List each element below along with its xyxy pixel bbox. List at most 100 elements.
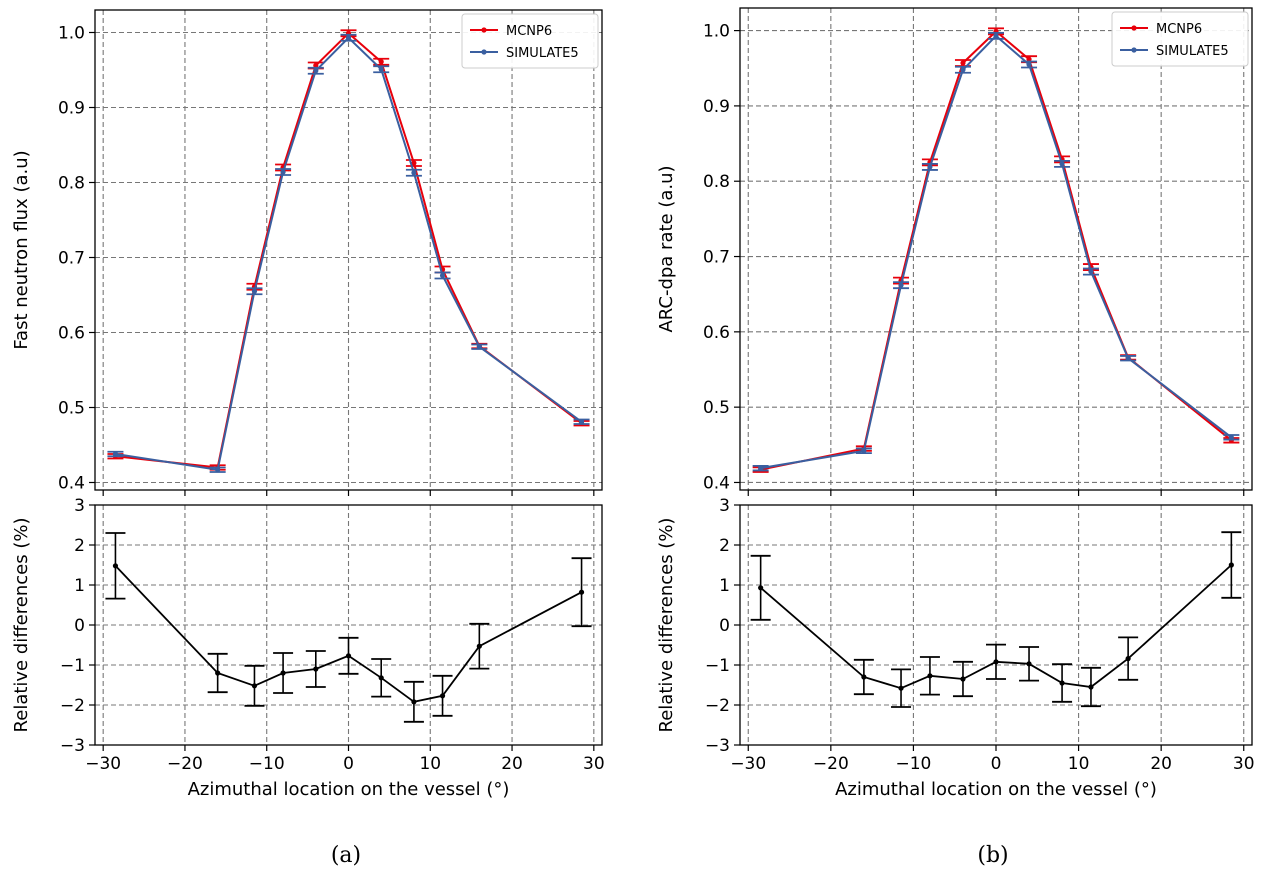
data-point [112,451,119,457]
x-axis-label: Azimuthal location on the vessel (°) [835,779,1157,800]
data-point [112,563,119,569]
data-point [439,693,446,699]
legend-label: MCNP6 [1156,22,1202,37]
legend: MCNP6 SIMULATE5 [1111,11,1249,67]
y-axis-label: ARC-dpa rate (a.u) [656,165,677,332]
y-tick-label: −3 [705,736,730,756]
x-tick-label: 30 [583,754,605,774]
chart-a-top: 0.4 0.5 0.6 0.7 0.8 0.9 1.0 Fast neutron flux (… [11,9,603,496]
data-point [960,676,966,682]
legend-label: SIMULATE5 [1156,44,1229,59]
x-tick-label: −10 [249,754,285,774]
legend-swatch-marker [481,27,487,33]
data-point [313,666,319,672]
y-tick-label: −1 [60,656,85,676]
legend-box [1111,11,1249,67]
data-point [476,344,482,350]
data-point [280,670,286,676]
y-tick-label: 0.6 [58,324,85,344]
legend-label: MCNP6 [506,24,552,39]
y-tick-label: 0.6 [703,323,730,343]
y-tick-label: 0 [74,616,85,636]
data-point [251,288,258,294]
y-axis-label: Relative differences (%) [11,518,32,733]
data-point [378,675,384,681]
y-axis-label: Fast neutron flux (a.u) [11,150,32,349]
data-point [960,60,966,66]
legend-label: SIMULATE5 [506,46,579,61]
data-point [578,589,585,595]
x-tick-label: 10 [419,754,441,774]
data-point [411,699,417,705]
x-tick-label: −20 [813,754,849,774]
data-point [861,674,867,680]
y-tick-label: 0.9 [703,97,730,117]
x-tick-label: −10 [895,754,931,774]
x-tick-label: 30 [1233,754,1255,774]
y-tick-label: −2 [705,696,730,716]
y-tick-label: 3 [719,496,730,516]
chart-b-top: 0.4 0.5 0.6 0.7 0.8 0.9 1.0 ARC-dpa rate (a.u) M… [656,7,1253,496]
panel-caption-a: (a) [331,843,361,868]
data-point [378,59,384,65]
legend-swatch-marker [481,49,487,55]
legend-box [461,13,599,69]
data-point [1088,684,1094,690]
data-point [439,272,446,279]
data-point [411,160,417,166]
x-tick-label: 20 [501,754,523,774]
y-tick-label: 0.4 [703,473,730,493]
y-tick-label: −2 [60,696,85,716]
data-point [1059,680,1065,686]
y-tick-label: 0.7 [58,249,85,269]
panel-caption-b: (b) [977,843,1008,868]
y-tick-label: 1.0 [58,24,85,44]
data-point [313,62,319,69]
data-point [927,164,933,170]
data-point [345,35,352,41]
data-point [345,653,352,659]
y-tick-label: 0.7 [703,248,730,268]
data-point [898,685,904,691]
data-point [993,659,999,665]
series-relative-difference [105,532,592,723]
y-tick-label: 0.8 [58,174,85,194]
data-point [1059,161,1065,167]
y-tick-label: 0.4 [58,474,85,494]
data-point [927,673,933,679]
data-point [758,585,764,591]
legend-swatch-marker [1131,25,1137,31]
y-tick-label: 0.5 [58,399,85,419]
data-point [1125,355,1131,361]
data-point [1026,56,1032,62]
series-simulate5 [752,31,1240,472]
x-tick-label: 0 [991,754,1002,774]
y-tick-label: 0.9 [58,99,85,119]
data-point [476,643,482,649]
data-point [758,465,764,471]
data-point [578,419,585,425]
data-point [960,67,966,73]
x-tick-label: 20 [1150,754,1172,774]
data-point [1088,268,1094,275]
y-tick-label: −3 [60,736,85,756]
x-tick-label: −30 [85,754,121,774]
data-point [251,683,258,689]
series-simulate5 [107,33,590,473]
legend-swatch-marker [1131,47,1137,53]
y-tick-label: −1 [705,656,730,676]
data-point [313,68,319,74]
data-point [1228,434,1234,440]
data-point [280,169,286,175]
y-tick-label: 0.5 [703,398,730,418]
series-relative-difference [750,531,1242,708]
y-tick-label: 2 [719,536,730,556]
y-tick-label: 3 [74,496,85,516]
x-axis-label: Azimuthal location on the vessel (°) [188,779,510,800]
y-tick-label: 0.8 [703,172,730,192]
legend: MCNP6 SIMULATE5 [461,13,599,69]
data-point [898,282,904,288]
data-point [1026,61,1032,68]
